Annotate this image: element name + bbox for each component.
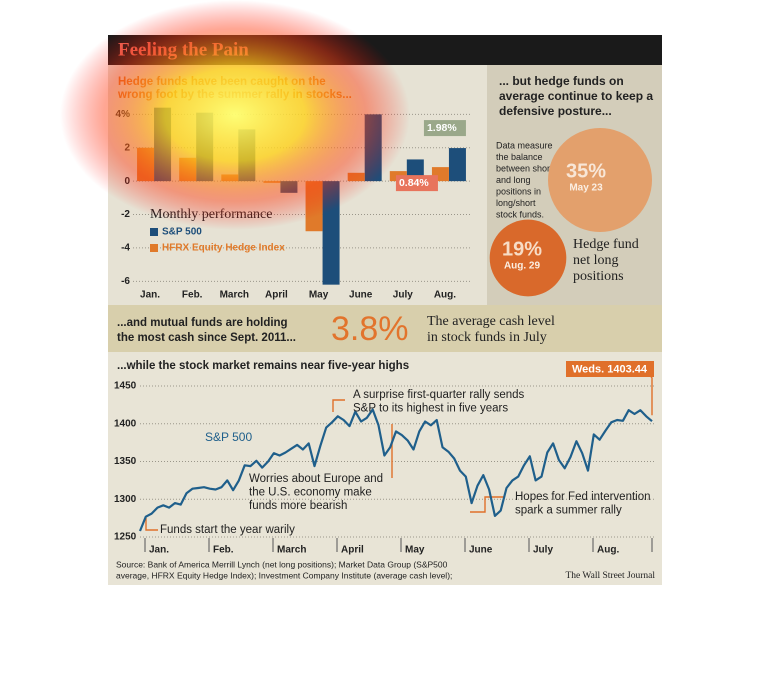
bubble-value-label: 35%	[566, 160, 606, 182]
x-tick-label: June	[469, 545, 493, 556]
x-tick-label: Aug.	[434, 290, 456, 301]
stat-panel	[108, 305, 662, 352]
end-label-box	[566, 361, 654, 377]
bar	[196, 112, 214, 182]
line-panel	[108, 352, 662, 585]
bubble-label: net long	[573, 253, 619, 268]
x-tick-label: May	[309, 290, 329, 301]
bubble-note: positions in	[496, 186, 541, 196]
x-tick-label: May	[405, 545, 425, 556]
x-tick-label: Feb.	[213, 545, 234, 556]
bubble-label: positions	[573, 269, 624, 284]
x-tick-label: Jan.	[149, 545, 169, 556]
annotation: the U.S. economy make	[249, 487, 372, 499]
bar	[221, 174, 239, 182]
x-tick-label: Aug.	[597, 545, 619, 556]
bubble-subtitle: average continue to keep a	[499, 89, 653, 103]
x-tick-label: April	[265, 290, 288, 301]
bar	[179, 157, 197, 182]
x-tick-label: March	[277, 545, 306, 556]
annotation: funds more bearish	[249, 500, 347, 512]
value-label: 1.98%	[427, 122, 457, 134]
y-tick-label: 2	[124, 142, 130, 153]
bar-chart-subtitle: wrong foot by the summer rally in stocks…	[117, 89, 352, 101]
bar	[305, 181, 323, 232]
x-tick-label: Jan.	[140, 290, 160, 301]
y-tick-label: 1250	[114, 532, 137, 543]
bubble-note: Data measure	[496, 140, 553, 150]
annotation: Hopes for Fed intervention	[515, 491, 651, 503]
bar	[238, 129, 256, 182]
y-tick-label: 1350	[114, 456, 137, 467]
bar	[448, 148, 466, 182]
x-tick-label: July	[533, 545, 553, 556]
annotation-leader	[332, 399, 345, 412]
legend-swatch	[150, 244, 158, 252]
bar	[364, 114, 382, 182]
y-tick-label: 1300	[114, 494, 137, 505]
stat-label: in stock funds in July	[427, 330, 547, 345]
annotation: Funds start the year warily	[160, 524, 295, 536]
bar	[263, 181, 281, 183]
stat-subtitle: ...and mutual funds are holding	[117, 317, 288, 329]
x-tick-label: June	[349, 290, 373, 301]
y-tick-label: 0	[124, 176, 130, 187]
line-chart-subtitle: ...while the stock market remains near f…	[117, 360, 409, 372]
bubble-note: long/short	[496, 198, 536, 208]
bubble	[547, 127, 653, 233]
source-note: Source: Bank of America Merrill Lynch (n…	[116, 559, 448, 569]
legend-title: Monthly performance	[150, 207, 272, 222]
bubble-value-label: 19%	[502, 238, 542, 260]
x-tick-label: Feb.	[182, 290, 203, 301]
y-tick-label: -6	[121, 276, 130, 287]
line-series	[138, 408, 653, 532]
bubble-subtitle: defensive posture...	[499, 104, 612, 118]
bubble-note: stock funds.	[496, 209, 544, 219]
annotation: S&P to its highest in five years	[353, 403, 508, 415]
y-tick-label: -4	[121, 243, 130, 254]
bar	[280, 181, 298, 193]
bubble-note: between short	[496, 163, 553, 173]
stat-value: 3.8%	[331, 310, 409, 348]
bar	[322, 181, 340, 285]
stat-label: The average cash level	[427, 314, 555, 329]
legend-swatch	[150, 228, 158, 236]
x-tick-label: March	[220, 290, 249, 301]
x-tick-label: April	[341, 545, 364, 556]
x-tick-label: July	[393, 290, 413, 301]
bubble-note: the balance	[496, 152, 543, 162]
legend-label: S&P 500	[162, 227, 202, 238]
series-label: S&P 500	[205, 430, 252, 444]
bubble-note: and long	[496, 175, 531, 185]
page-title: Feeling the Pain	[118, 39, 249, 60]
bar-chart-subtitle: Hedge funds have been caught on the	[118, 76, 326, 88]
value-label-box	[423, 120, 466, 137]
annotation: A surprise first-quarter rally sends	[353, 389, 525, 401]
annotation-leader	[145, 518, 158, 531]
bubble-category: May 23	[569, 183, 603, 194]
bubble-category: Aug. 29	[504, 261, 541, 272]
bar	[347, 172, 365, 182]
end-label: Weds. 1403.44	[572, 363, 648, 375]
legend-label: HFRX Equity Hedge Index	[162, 243, 285, 254]
credit: The Wall Street Journal	[565, 571, 655, 581]
y-tick-label: 1400	[114, 418, 137, 429]
bar	[154, 107, 172, 182]
bar	[137, 147, 155, 182]
annotation-leader	[470, 496, 505, 513]
y-tick-label: 4%	[116, 109, 131, 120]
source-note: average, HFRX Equity Hedge Index); Inves…	[116, 570, 452, 580]
y-tick-label: 1450	[114, 381, 137, 392]
bubble	[489, 219, 567, 297]
annotation: spark a summer rally	[515, 505, 622, 517]
y-tick-label: -2	[121, 209, 130, 220]
bubble-subtitle: ... but hedge funds on	[499, 74, 624, 88]
value-label: 0.84%	[399, 177, 429, 189]
stat-subtitle: the most cash since Sept. 2011...	[117, 332, 296, 344]
bubble-label: Hedge fund	[573, 237, 639, 252]
annotation: Worries about Europe and	[249, 473, 383, 485]
